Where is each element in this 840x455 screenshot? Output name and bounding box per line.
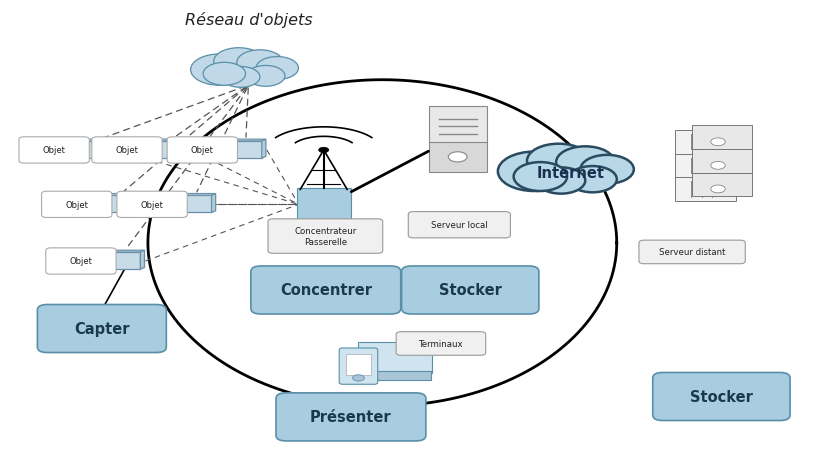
Circle shape	[569, 167, 617, 193]
Text: Serveur distant: Serveur distant	[659, 248, 726, 257]
Text: Serveur local: Serveur local	[431, 221, 488, 230]
FancyBboxPatch shape	[268, 219, 383, 254]
Circle shape	[237, 51, 283, 76]
FancyBboxPatch shape	[38, 305, 166, 353]
Text: Réseau d'objets: Réseau d'objets	[185, 11, 312, 27]
FancyBboxPatch shape	[339, 348, 378, 384]
Circle shape	[246, 66, 285, 87]
Text: Concentrateur
Passerelle: Concentrateur Passerelle	[294, 227, 356, 246]
FancyBboxPatch shape	[428, 107, 486, 144]
Polygon shape	[104, 196, 136, 213]
FancyBboxPatch shape	[675, 154, 736, 178]
Circle shape	[318, 148, 328, 153]
Text: Objet: Objet	[140, 200, 164, 209]
Polygon shape	[212, 194, 216, 213]
Polygon shape	[155, 142, 186, 159]
Text: Objet: Objet	[70, 257, 92, 266]
Polygon shape	[81, 142, 113, 159]
Text: Stocker: Stocker	[690, 389, 753, 404]
Polygon shape	[186, 140, 191, 159]
FancyBboxPatch shape	[408, 212, 511, 238]
Polygon shape	[262, 140, 266, 159]
Circle shape	[537, 168, 585, 194]
Polygon shape	[230, 140, 266, 142]
Text: Objet: Objet	[116, 146, 139, 155]
Text: Stocker: Stocker	[438, 283, 501, 298]
FancyBboxPatch shape	[350, 371, 431, 380]
FancyBboxPatch shape	[675, 178, 736, 201]
FancyBboxPatch shape	[346, 354, 371, 375]
Text: Concentrer: Concentrer	[280, 283, 372, 298]
Polygon shape	[180, 196, 212, 213]
FancyBboxPatch shape	[41, 192, 112, 218]
FancyBboxPatch shape	[692, 150, 753, 173]
Circle shape	[711, 186, 725, 193]
Text: Terminaux: Terminaux	[418, 339, 463, 348]
FancyBboxPatch shape	[45, 248, 116, 274]
Circle shape	[449, 152, 467, 162]
FancyBboxPatch shape	[428, 143, 486, 172]
FancyBboxPatch shape	[297, 188, 350, 224]
Circle shape	[527, 144, 591, 178]
Polygon shape	[104, 194, 140, 196]
Polygon shape	[230, 142, 262, 159]
FancyBboxPatch shape	[117, 192, 187, 218]
FancyBboxPatch shape	[675, 131, 736, 154]
Polygon shape	[113, 140, 118, 159]
FancyBboxPatch shape	[639, 241, 745, 264]
Polygon shape	[180, 194, 216, 196]
Circle shape	[498, 152, 570, 192]
Circle shape	[203, 63, 245, 86]
Circle shape	[513, 163, 567, 192]
Circle shape	[213, 49, 264, 76]
FancyBboxPatch shape	[653, 373, 790, 420]
Text: Objet: Objet	[191, 146, 213, 155]
Text: Capter: Capter	[74, 321, 129, 336]
Polygon shape	[81, 140, 118, 142]
Circle shape	[711, 139, 725, 147]
Circle shape	[711, 162, 725, 170]
FancyBboxPatch shape	[402, 266, 539, 314]
FancyBboxPatch shape	[167, 137, 238, 164]
Polygon shape	[108, 253, 140, 269]
Text: Présenter: Présenter	[310, 410, 391, 425]
FancyBboxPatch shape	[276, 393, 426, 441]
FancyBboxPatch shape	[19, 137, 89, 164]
Polygon shape	[108, 251, 144, 253]
Circle shape	[556, 147, 614, 178]
FancyBboxPatch shape	[251, 266, 401, 314]
FancyBboxPatch shape	[92, 137, 162, 164]
FancyBboxPatch shape	[692, 173, 753, 197]
Circle shape	[580, 156, 634, 184]
Circle shape	[222, 67, 260, 88]
Polygon shape	[140, 251, 144, 269]
Polygon shape	[136, 194, 140, 213]
FancyBboxPatch shape	[396, 332, 486, 355]
FancyBboxPatch shape	[692, 126, 753, 150]
Text: Internet: Internet	[537, 166, 605, 181]
Text: Objet: Objet	[43, 146, 66, 155]
Circle shape	[256, 57, 298, 81]
Circle shape	[353, 375, 365, 381]
Circle shape	[191, 55, 249, 86]
Polygon shape	[155, 140, 191, 142]
Text: Objet: Objet	[66, 200, 88, 209]
FancyBboxPatch shape	[358, 342, 432, 373]
